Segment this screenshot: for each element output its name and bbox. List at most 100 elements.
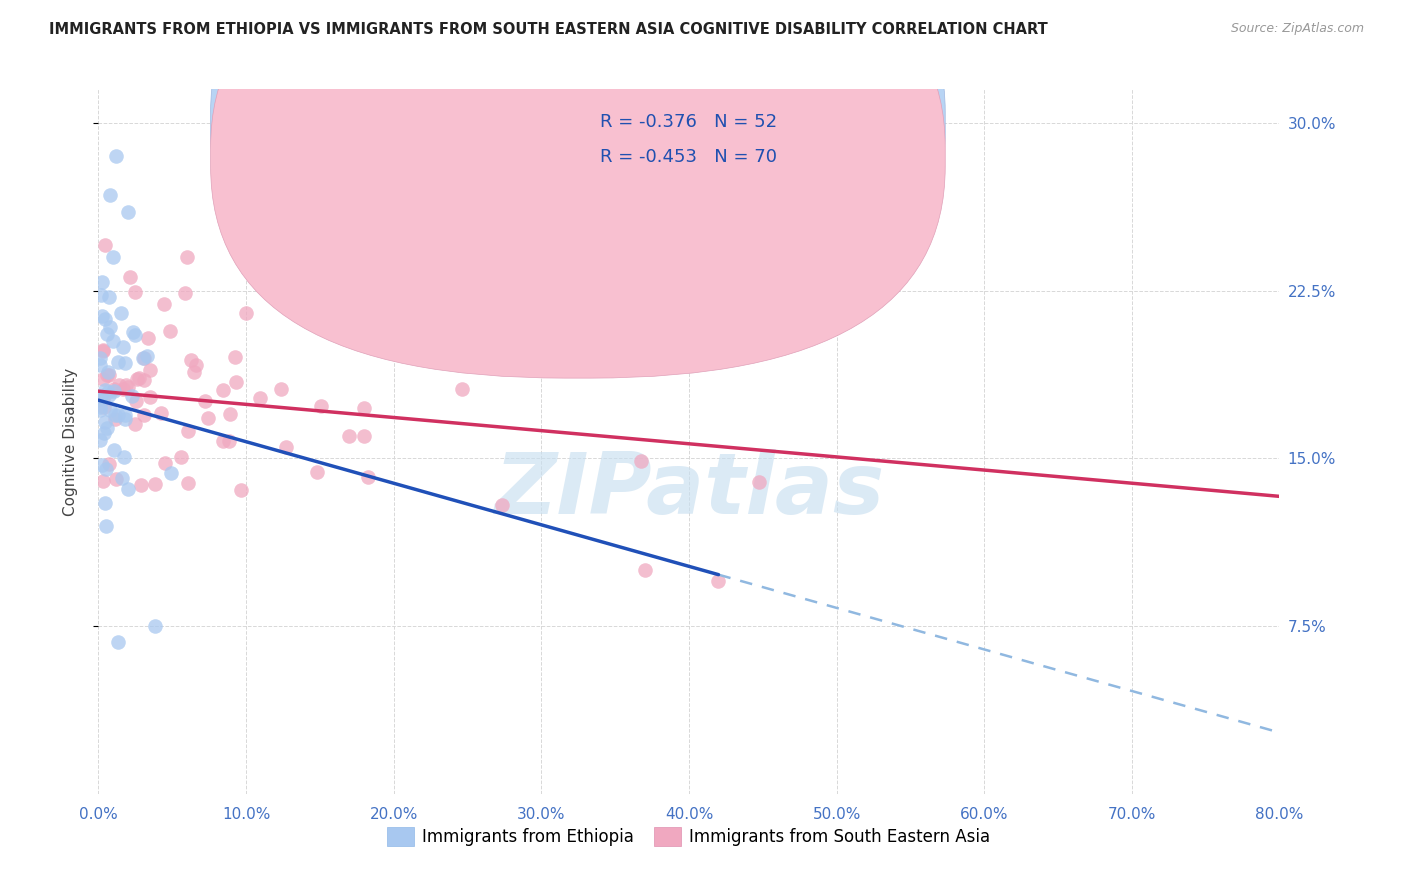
- Point: [218, 434, 240, 448]
- Point: [183, 365, 205, 379]
- Point: [212, 383, 235, 397]
- Point: [135, 349, 157, 363]
- Legend: Immigrants from Ethiopia, Immigrants from South Eastern Asia: Immigrants from Ethiopia, Immigrants fro…: [381, 820, 997, 853]
- Point: [450, 382, 472, 396]
- Point: [93, 425, 115, 440]
- Point: [173, 285, 195, 300]
- Point: [111, 471, 134, 485]
- Point: [91, 474, 114, 488]
- Point: [197, 411, 219, 425]
- Point: [107, 408, 129, 422]
- Point: [225, 376, 247, 390]
- Point: [114, 409, 136, 423]
- Point: [89, 351, 111, 365]
- Point: [89, 403, 111, 417]
- Point: [155, 456, 177, 470]
- Point: [94, 519, 117, 533]
- Point: [104, 408, 127, 422]
- Point: [134, 373, 156, 387]
- Point: [103, 250, 125, 264]
- Point: [129, 477, 152, 491]
- Point: [634, 563, 657, 577]
- Point: [184, 358, 207, 372]
- Point: [630, 454, 652, 468]
- Point: [98, 457, 121, 471]
- Point: [337, 429, 360, 443]
- Point: [136, 331, 159, 345]
- Point: [98, 320, 121, 334]
- Point: [305, 466, 328, 480]
- Point: [107, 355, 129, 369]
- FancyBboxPatch shape: [211, 0, 945, 378]
- Point: [115, 377, 138, 392]
- Point: [105, 149, 128, 163]
- Point: [98, 188, 121, 202]
- Point: [91, 343, 114, 358]
- Point: [117, 482, 139, 496]
- Point: [353, 429, 375, 443]
- Point: [180, 353, 202, 368]
- Point: [707, 574, 730, 589]
- Point: [89, 433, 111, 447]
- Point: [91, 343, 114, 357]
- Point: [170, 450, 193, 465]
- Point: [159, 325, 181, 339]
- Point: [111, 341, 134, 355]
- Point: [177, 424, 200, 438]
- Point: [96, 420, 118, 434]
- Point: [94, 312, 117, 326]
- Point: [98, 403, 121, 417]
- Point: [94, 496, 117, 510]
- Point: [194, 394, 217, 409]
- Point: [98, 290, 121, 304]
- Point: [309, 400, 332, 414]
- Point: [97, 388, 120, 402]
- Point: [160, 466, 183, 480]
- Point: [114, 356, 136, 370]
- Point: [132, 351, 155, 365]
- Point: [748, 475, 770, 489]
- Point: [112, 450, 135, 464]
- Point: [143, 619, 166, 633]
- Point: [118, 269, 141, 284]
- Point: [91, 372, 114, 386]
- Point: [91, 392, 114, 407]
- Point: [96, 327, 118, 342]
- Point: [124, 285, 146, 299]
- Point: [139, 390, 162, 404]
- Point: [124, 328, 146, 343]
- Point: [114, 411, 136, 425]
- Point: [224, 350, 246, 364]
- Point: [97, 384, 120, 399]
- Point: [357, 470, 380, 484]
- Point: [97, 365, 120, 379]
- Point: [89, 392, 111, 407]
- Point: [353, 401, 375, 416]
- Point: [103, 382, 125, 396]
- Point: [127, 372, 149, 386]
- Point: [132, 408, 155, 422]
- Point: [249, 391, 271, 405]
- Point: [90, 288, 112, 302]
- FancyBboxPatch shape: [211, 0, 945, 343]
- Point: [90, 389, 112, 403]
- Point: [491, 499, 513, 513]
- Point: [111, 383, 134, 397]
- Point: [89, 358, 111, 372]
- Text: ZIPatlas: ZIPatlas: [494, 450, 884, 533]
- Point: [103, 334, 125, 348]
- Point: [107, 378, 129, 392]
- Text: IMMIGRANTS FROM ETHIOPIA VS IMMIGRANTS FROM SOUTH EASTERN ASIA COGNITIVE DISABIL: IMMIGRANTS FROM ETHIOPIA VS IMMIGRANTS F…: [49, 22, 1047, 37]
- Point: [125, 394, 148, 409]
- Point: [124, 417, 146, 431]
- Point: [276, 440, 298, 454]
- Text: R = -0.376   N = 52: R = -0.376 N = 52: [600, 112, 778, 130]
- Point: [176, 475, 198, 490]
- Point: [176, 250, 198, 264]
- Point: [103, 384, 125, 398]
- Point: [91, 458, 114, 473]
- Point: [349, 320, 371, 334]
- Point: [91, 275, 114, 289]
- Point: [139, 362, 162, 376]
- Point: [93, 400, 115, 414]
